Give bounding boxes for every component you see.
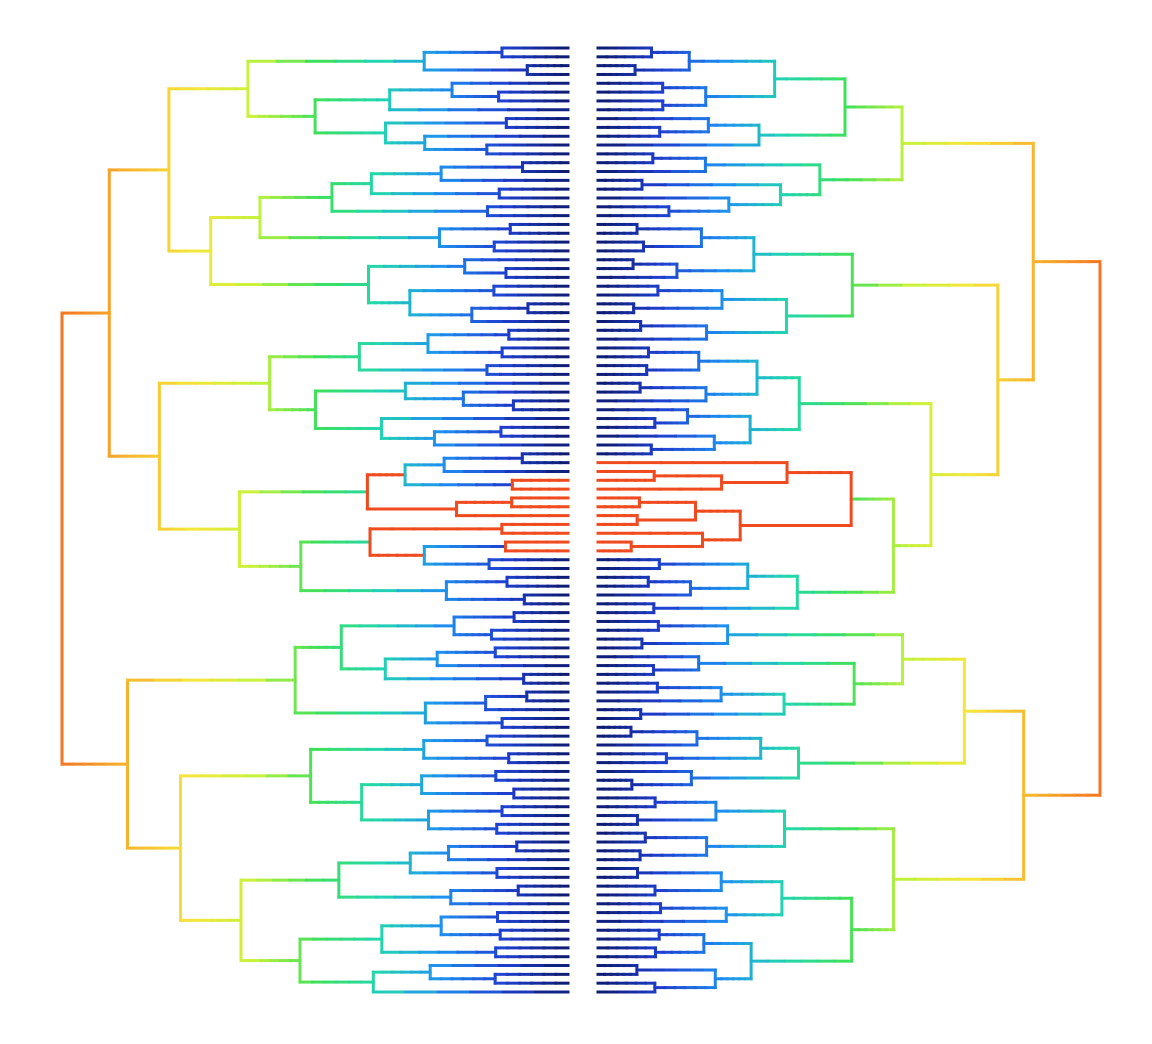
- left-dendrogram: [60, 46, 570, 994]
- right-dendrogram: [596, 46, 1102, 994]
